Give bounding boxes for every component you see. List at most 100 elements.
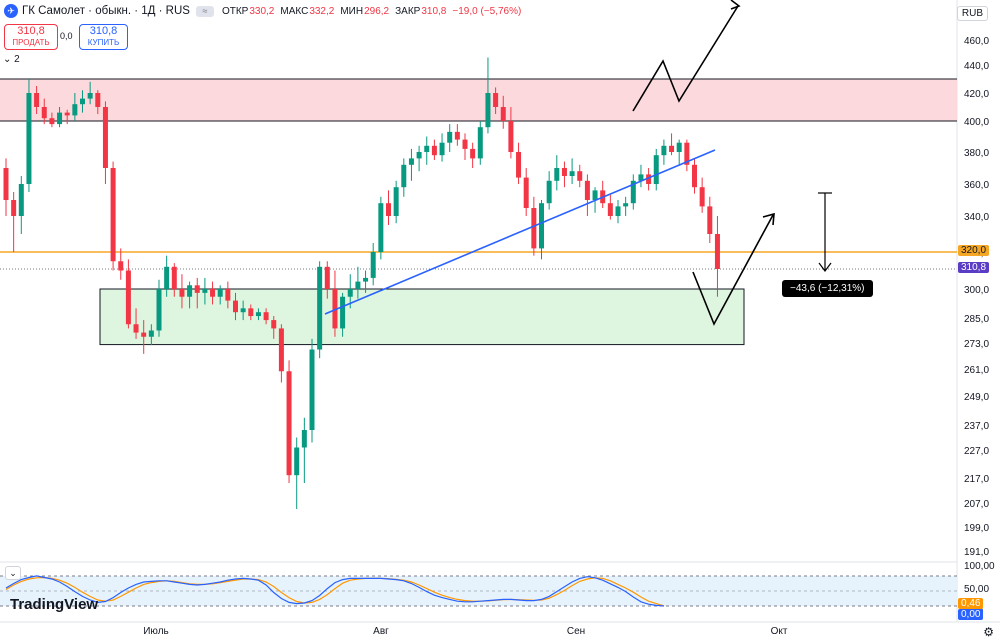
candle-body	[271, 320, 277, 329]
candle-body	[516, 152, 522, 178]
candle-body	[26, 93, 32, 184]
candle-body	[95, 93, 101, 107]
currency-selector[interactable]: RUB	[956, 6, 988, 21]
candle-body	[11, 200, 17, 216]
candle-body	[294, 447, 300, 476]
resistance-zone[interactable]	[0, 79, 957, 121]
legend-count: 2	[14, 54, 20, 65]
candle-body	[554, 168, 560, 181]
chevron-down-icon: ⌄	[3, 54, 12, 65]
candle-body	[133, 324, 139, 333]
last-price-badge: 310,8	[958, 262, 990, 273]
collapse-indicator-icon[interactable]: ⌄	[5, 566, 21, 580]
candle-body	[531, 208, 537, 249]
alternative-path-drawing[interactable]	[692, 214, 774, 326]
candle-body	[699, 187, 705, 207]
candle-body	[615, 206, 621, 216]
price-tick-label: 207,0	[964, 499, 989, 510]
price-tick-label: 261,0	[964, 365, 989, 376]
candle-body	[638, 174, 644, 181]
candle-body	[577, 171, 583, 181]
candle-body	[3, 168, 9, 200]
candle-body	[286, 371, 292, 476]
candle-body	[477, 127, 483, 159]
price-tick-label: 360,0	[964, 180, 989, 191]
indicator-icon[interactable]: ≈	[195, 5, 214, 17]
candle-body	[569, 171, 575, 176]
candle-body	[156, 289, 162, 331]
buy-button[interactable]: 310,8 КУПИТЬ	[79, 24, 128, 50]
ohlc-values: ОТКР330,2 МАКС332,2 МИН296,2 ЗАКР310,8 −19,0…	[222, 5, 527, 17]
candle-body	[393, 187, 399, 216]
candle-body	[485, 93, 491, 128]
candle-body	[661, 145, 667, 156]
measure-label[interactable]: −43,6 (−12,31%)	[782, 280, 873, 297]
sell-label: ПРОДАТЬ	[12, 38, 50, 47]
price-tick-label: 227,0	[964, 446, 989, 457]
candle-body	[317, 266, 323, 350]
candle-body	[49, 118, 55, 125]
candle-body	[194, 285, 200, 293]
tradingview-logo: TradingView	[10, 596, 98, 613]
arrow-head-up-icon	[730, 0, 741, 10]
price-tick-label: 460,0	[964, 36, 989, 47]
candle-body	[378, 203, 384, 252]
candle-body	[416, 152, 422, 159]
candle-body	[18, 184, 24, 216]
support-zone[interactable]	[99, 288, 745, 346]
candles	[3, 57, 720, 509]
stoch-k-line	[5, 575, 664, 607]
ohlc-value: 310,8	[421, 6, 447, 17]
sell-button[interactable]: 310,8 ПРОДАТЬ	[4, 24, 58, 50]
price-tick-label: 285,0	[964, 314, 989, 325]
candle-body	[309, 349, 315, 430]
price-tick-label: 217,0	[964, 474, 989, 485]
candle-body	[332, 289, 338, 329]
time-tick-label: Авг	[373, 626, 389, 637]
time-tick-label: Окт	[771, 626, 788, 637]
osc-d-badge: 0,00	[958, 609, 984, 620]
candle-body	[87, 93, 93, 99]
candle-body	[233, 300, 238, 313]
ohlc-label: ЗАКР	[395, 6, 421, 17]
candle-body	[263, 312, 269, 321]
candle-body	[431, 145, 437, 156]
candle-body	[676, 142, 682, 152]
price-tick-label: 199,0	[964, 523, 989, 534]
ohlc-value: 296,2	[364, 6, 390, 17]
legend-toggle[interactable]: ⌄ 2	[3, 54, 20, 65]
stoch-d-line	[5, 576, 665, 607]
candle-body	[653, 155, 659, 184]
candle-body	[57, 112, 63, 125]
ohlc-value: −19,0 (−5,76%)	[452, 6, 522, 17]
candle-body	[370, 252, 376, 278]
candle-body	[684, 142, 690, 165]
candle-body	[692, 164, 697, 188]
candle-body	[669, 145, 675, 152]
price-tick-label: 273,0	[964, 339, 989, 350]
price-axis[interactable]: 460,0440,0420,0400,0380,0360,0340,0320,0…	[964, 36, 989, 558]
candle-body	[148, 330, 154, 337]
settings-gear-icon[interactable]: ⚙	[983, 625, 994, 639]
ohlc-label: ОТКР	[221, 6, 249, 17]
candle-body	[141, 332, 147, 337]
candle-body	[217, 289, 223, 297]
candle-body	[240, 308, 246, 313]
symbol-title[interactable]: ГК Самолет · обыкн. · 1Д · RUS	[22, 5, 190, 17]
candle-body	[72, 104, 78, 116]
price-tick-label: 300,0	[964, 285, 989, 296]
chart-header: ✈ ГК Самолет · обыкн. · 1Д · RUS ≈ ОТКР3…	[0, 0, 527, 22]
candle-body	[454, 131, 460, 140]
candle-body	[164, 266, 170, 289]
time-axis[interactable]: Июль Авг Сен Окт	[143, 626, 788, 637]
candle-body	[202, 289, 208, 293]
price-tick-label: 237,0	[964, 421, 989, 432]
candle-body	[102, 107, 108, 168]
candle-body	[714, 234, 720, 270]
bullish-path-drawing[interactable]	[632, 5, 739, 112]
candle-body	[439, 142, 445, 156]
candle-body	[424, 145, 430, 152]
trend-line[interactable]	[324, 149, 716, 315]
candle-body	[447, 131, 453, 143]
